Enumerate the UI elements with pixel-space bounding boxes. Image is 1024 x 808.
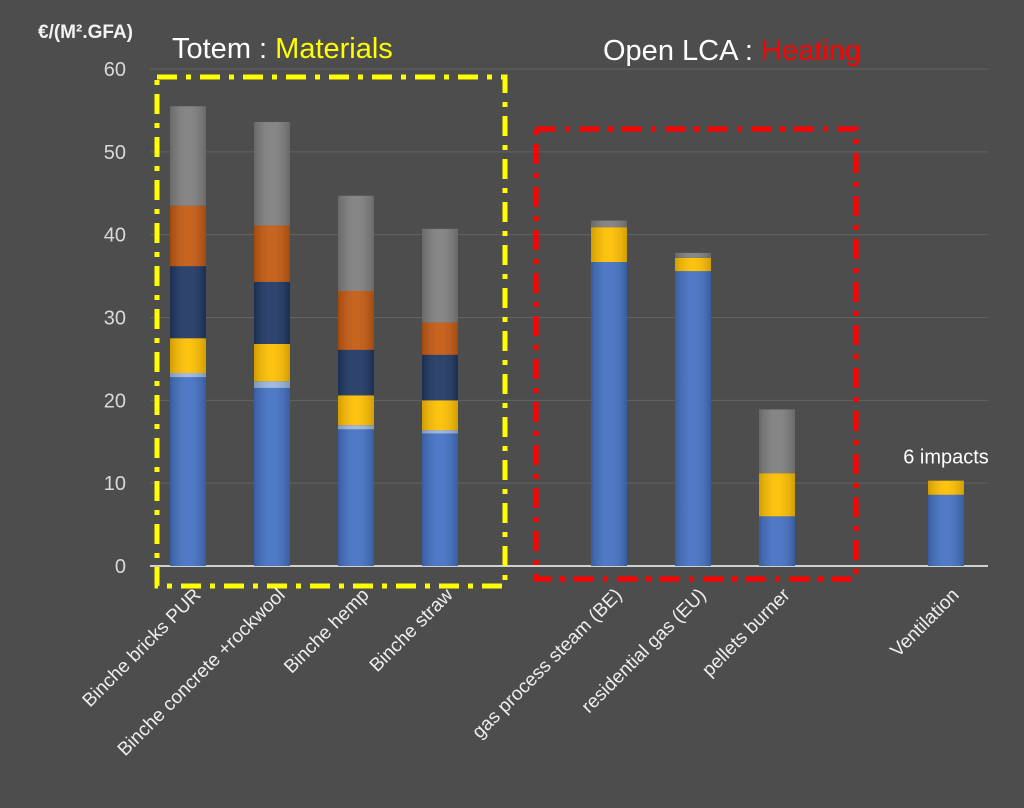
x-category-label: Binche straw (366, 584, 458, 676)
y-tick-label: 20 (104, 390, 126, 412)
bar-stack (254, 122, 290, 566)
y-tick-label: 30 (104, 308, 126, 330)
bar-stack (338, 195, 374, 567)
bar-stack (759, 409, 795, 566)
bar-shade (928, 480, 964, 566)
bar-shade (759, 409, 795, 566)
group-title-heating: Open LCA : Heating (603, 35, 861, 67)
group-title-materials-prefix: Totem : (172, 33, 275, 65)
group-boxes (154, 74, 859, 589)
bar-stack (928, 480, 964, 566)
y-tick-label: 10 (104, 473, 126, 495)
group-title-materials-highlight: Materials (275, 33, 393, 65)
bar-stack (675, 252, 711, 566)
group-title-heating-highlight: Heating (761, 35, 861, 67)
bar-shade (338, 195, 374, 567)
group-title-materials: Totem : Materials (172, 33, 393, 65)
bar-shade (254, 122, 290, 566)
bar-shade (170, 106, 206, 567)
bar-shade (675, 252, 711, 566)
bar-shade (591, 220, 627, 566)
annotation-label: 6 impacts (903, 447, 989, 469)
y-axis-ticks: 0 10 20 30 40 50 60 (104, 59, 126, 578)
bar-stack (170, 106, 206, 567)
y-tick-label: 40 (104, 225, 126, 247)
bars (170, 106, 964, 567)
x-category-label: gas process steam (BE) (468, 585, 626, 743)
group-box-0 (154, 74, 508, 589)
y-tick-label: 50 (104, 142, 126, 164)
x-category-label: Ventilation (887, 585, 964, 662)
bar-shade (422, 228, 458, 566)
group-box-1 (533, 126, 859, 582)
x-category-label: Binche hemp (280, 585, 373, 678)
y-tick-label: 60 (104, 59, 126, 81)
group-title-heating-prefix: Open LCA : (603, 35, 761, 67)
y-axis-label: €/(M².GFA) (38, 22, 133, 43)
bar-stack (422, 228, 458, 566)
bar-stack (591, 220, 627, 566)
x-category-label: Binche concrete +rockwool (114, 585, 290, 761)
x-category-label: pellets burner (698, 584, 795, 681)
y-tick-label: 0 (115, 556, 126, 578)
